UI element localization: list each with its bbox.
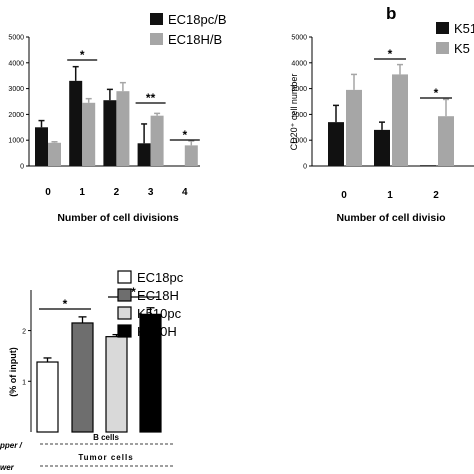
chart-c-legend-label: K510pc <box>137 306 182 321</box>
chart-b-x-axis-label: Number of cell divisio <box>336 212 445 224</box>
chart-b-bar <box>438 116 454 166</box>
chart-b-bar <box>392 74 408 166</box>
chart-a-significance-mark: * <box>182 128 187 142</box>
chart-a-y-tick-label: 2000 <box>8 112 24 119</box>
chart-b-y-tick-label: 3000 <box>291 86 307 93</box>
chart-c-bar <box>105 336 128 433</box>
chart-c-group-label: B cells <box>93 433 119 442</box>
chart-b: b CD20⁺ cell number 0 1000 2000 3000 4000 500… <box>289 4 474 224</box>
chart-c-y-tick-label: 2 <box>22 329 26 336</box>
chart-a-y-tick-label: 1000 <box>8 138 24 145</box>
chart-a-legend-label: EC18H/B <box>168 32 222 47</box>
chart-b-y-tick-label: 0 <box>303 164 307 171</box>
chart-b-y-tick-label: 1000 <box>291 138 307 145</box>
chart-c-legend-label: K510H <box>137 324 177 339</box>
chart-a-y-tick-label: 0 <box>20 164 24 171</box>
chart-a-legend-swatch <box>150 33 163 45</box>
chart-b-bar <box>328 122 344 166</box>
chart-a-significance-mark: ** <box>146 91 156 105</box>
chart-a-bar <box>150 115 164 166</box>
chart-a-x-axis-label: Number of cell divisions <box>57 212 179 224</box>
chart-c-significance-mark: * <box>131 285 136 299</box>
chart-b-y-tick-label: 2000 <box>291 112 307 119</box>
chart-c-significance-mark: * <box>63 297 68 311</box>
chart-b-legend-swatch <box>436 42 449 54</box>
chart-c-bar <box>36 361 59 433</box>
chart-b-bars <box>328 63 454 166</box>
chart-c-bar <box>71 322 94 433</box>
chart-a-legend: EC18pc/B EC18H/B <box>150 12 227 47</box>
chart-a-bar <box>35 127 48 166</box>
chart-b-legend-swatch <box>436 22 449 34</box>
chart-b-x-tick-label: 0 <box>341 190 347 201</box>
chart-c-legend-swatch <box>117 288 132 302</box>
chart-c-legend-label: EC18H <box>137 288 179 303</box>
chart-a-bar <box>82 102 96 166</box>
chart-a-significance-mark: * <box>80 48 85 62</box>
chart-b-significance-mark: * <box>434 86 439 100</box>
chart-b-x-tick-label: 1 <box>387 190 393 201</box>
chart-b-x-tick-label: 2 <box>433 190 439 201</box>
chart-b-y-axis-label: CD20⁺ cell number <box>289 74 299 151</box>
chart-b-panel-label: b <box>386 4 396 23</box>
chart-a-bar <box>103 100 117 166</box>
chart-b-y-tick-label: 4000 <box>291 60 307 67</box>
chart-b-x-axis: 0 1 2 <box>341 190 439 201</box>
chart-c-significance: ** <box>39 285 159 311</box>
chart-b-significance-mark: * <box>388 47 393 61</box>
chart-c-y-axis: 12 <box>22 290 32 432</box>
chart-a-bar <box>184 145 198 166</box>
chart-a-bar <box>137 143 151 166</box>
chart-c-y-tick-label: 1 <box>22 379 26 386</box>
chart-a-legend-label: EC18pc/B <box>168 12 227 27</box>
chart-c-y-axis-label: (% of input) <box>8 347 18 396</box>
chart-a-y-tick-label: 5000 <box>8 35 24 42</box>
chart-b-y-tick-label: 5000 <box>291 35 307 42</box>
chart-b-legend-label: K5 <box>454 41 470 56</box>
chart-a-legend-swatch <box>150 13 163 25</box>
chart-c-legend-label: EC18pc <box>137 270 184 285</box>
chart-a-significance: **** <box>67 48 200 142</box>
chart-c-bars <box>36 307 162 433</box>
chart-c-legend-swatch <box>117 324 132 338</box>
chart-a-x-tick-label: 0 <box>45 187 51 198</box>
chart-a-y-tick-label: 3000 <box>8 86 24 93</box>
chart-a-x-tick-label: 3 <box>148 187 154 198</box>
chart-a-bar <box>48 142 61 166</box>
chart-c-side-label: pper / <box>0 441 23 450</box>
chart-b-bar <box>420 165 436 166</box>
chart-a-x-tick-label: 1 <box>79 187 85 198</box>
chart-c-side-label: wer <box>0 463 15 472</box>
chart-c-legend-swatch <box>117 306 132 320</box>
chart-b-bar <box>346 89 362 166</box>
chart-b-legend-label: K51 <box>454 21 474 36</box>
chart-c-legend-swatch <box>117 270 132 284</box>
chart-a-x-axis: 0 1 2 3 4 <box>45 187 188 198</box>
chart-c-group-label: Tumor cells <box>78 453 133 462</box>
chart-a-x-tick-label: 4 <box>182 187 188 198</box>
chart-b-bar <box>374 129 390 166</box>
chart-a-y-tick-label: 4000 <box>8 60 24 67</box>
chart-a-bar <box>116 91 130 166</box>
chart-a-x-tick-label: 2 <box>114 187 120 198</box>
chart-c-legend: EC18pc EC18H K510pc K510H <box>117 270 184 339</box>
chart-c-group-labels: B cells Tumor cells pper / wer <box>0 433 174 472</box>
chart-a-bars <box>35 65 198 166</box>
chart-a-bar <box>69 80 83 166</box>
chart-b-significance: ** <box>374 47 452 100</box>
